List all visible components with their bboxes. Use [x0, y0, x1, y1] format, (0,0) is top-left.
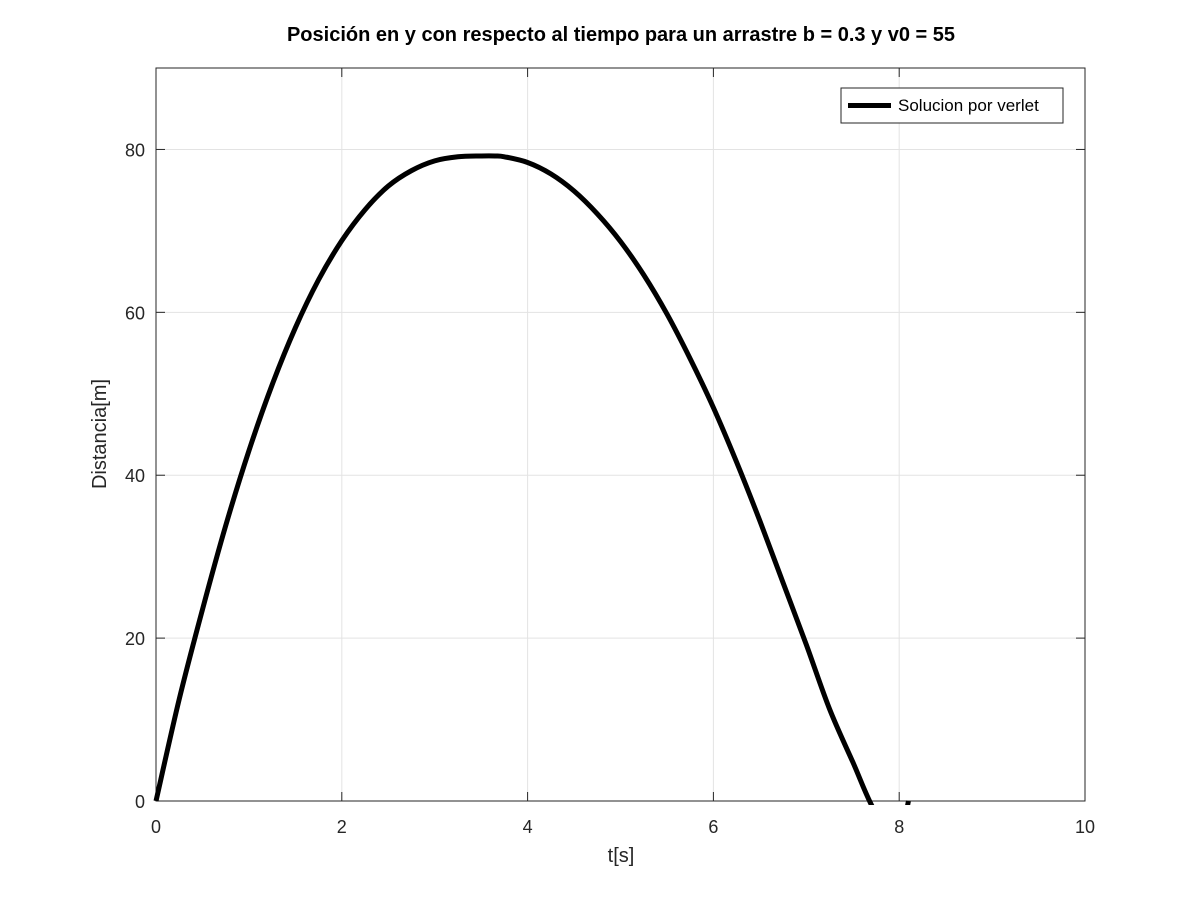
x-tick-label: 4 — [523, 817, 533, 837]
x-tick-label: 0 — [151, 817, 161, 837]
y-tick-label: 60 — [125, 303, 145, 323]
chart-title: Posición en y con respecto al tiempo par… — [287, 24, 955, 46]
x-tick-label: 6 — [708, 817, 718, 837]
grid — [156, 68, 1085, 801]
y-tick-label: 40 — [125, 466, 145, 486]
series-line — [153, 153, 911, 805]
x-axis-label: t[s] — [608, 845, 635, 867]
x-tick-label: 2 — [337, 817, 347, 837]
x-tick-label: 10 — [1075, 817, 1095, 837]
x-tick-label: 8 — [894, 817, 904, 837]
series-layer — [153, 153, 911, 805]
y-tick-label: 0 — [135, 792, 145, 812]
axis-tick-labels: 0 2 4 6 8 10 0 20 40 60 80 — [125, 140, 1095, 837]
y-tick-label: 20 — [125, 629, 145, 649]
legend-label: Solucion por verlet — [898, 96, 1039, 115]
legend: Solucion por verlet — [840, 87, 1064, 124]
y-axis-label: Distancia[m] — [89, 379, 111, 489]
axis-ticks — [155, 68, 1086, 802]
plot-area — [155, 67, 1086, 802]
y-tick-label: 80 — [125, 140, 145, 160]
